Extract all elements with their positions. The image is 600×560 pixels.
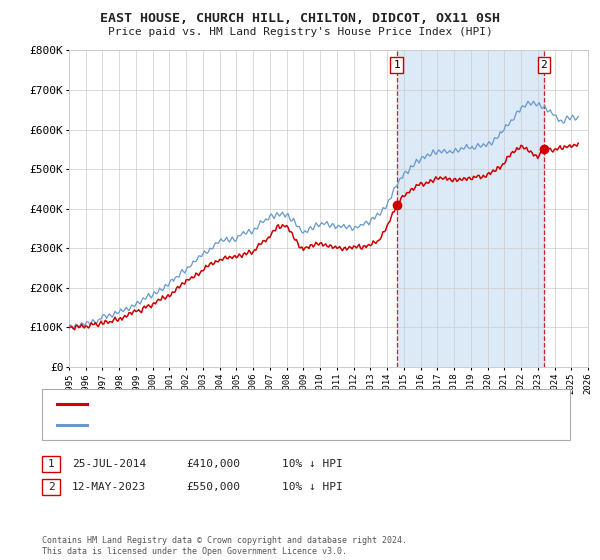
Text: £550,000: £550,000 <box>186 482 240 492</box>
Text: 12-MAY-2023: 12-MAY-2023 <box>72 482 146 492</box>
Text: 2: 2 <box>47 482 55 492</box>
Bar <box>397 50 544 367</box>
Text: 1: 1 <box>47 459 55 469</box>
Text: Contains HM Land Registry data © Crown copyright and database right 2024.
This d: Contains HM Land Registry data © Crown c… <box>42 536 407 556</box>
Text: EAST HOUSE, CHURCH HILL, CHILTON, DIDCOT, OX11 0SH (detached house): EAST HOUSE, CHURCH HILL, CHILTON, DIDCOT… <box>93 399 487 409</box>
Text: 2: 2 <box>541 60 547 70</box>
Text: 10% ↓ HPI: 10% ↓ HPI <box>282 459 343 469</box>
Text: 10% ↓ HPI: 10% ↓ HPI <box>282 482 343 492</box>
Text: EAST HOUSE, CHURCH HILL, CHILTON, DIDCOT, OX11 0SH: EAST HOUSE, CHURCH HILL, CHILTON, DIDCOT… <box>100 12 500 25</box>
Text: HPI: Average price, detached house, Vale of White Horse: HPI: Average price, detached house, Vale… <box>93 421 416 431</box>
Text: Price paid vs. HM Land Registry's House Price Index (HPI): Price paid vs. HM Land Registry's House … <box>107 27 493 37</box>
Text: 25-JUL-2014: 25-JUL-2014 <box>72 459 146 469</box>
Text: 1: 1 <box>393 60 400 70</box>
Text: £410,000: £410,000 <box>186 459 240 469</box>
